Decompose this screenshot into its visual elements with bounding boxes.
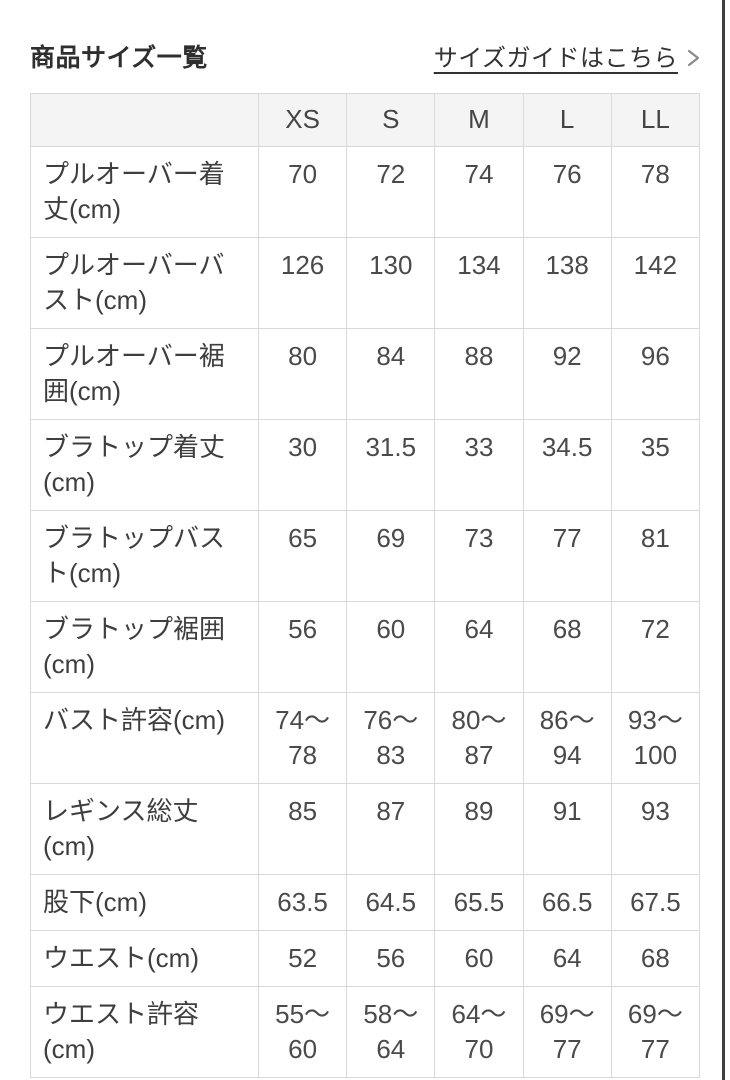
size-value-cell: 126 bbox=[257, 237, 348, 329]
size-value-cell: 64.5 bbox=[346, 874, 436, 931]
size-value-cell: 96 bbox=[610, 328, 701, 420]
size-value-cell: 138 bbox=[522, 237, 612, 329]
measurement-label: プルオーバー裾囲(cm) bbox=[30, 328, 259, 420]
size-value-cell: 64〜 70 bbox=[434, 986, 524, 1078]
size-value-cell: 89 bbox=[434, 783, 524, 875]
size-value-cell: 55〜 60 bbox=[257, 986, 348, 1078]
measurement-label: ウエスト許容(cm) bbox=[30, 986, 259, 1078]
size-value-cell: 91 bbox=[522, 783, 612, 875]
size-value-cell: 81 bbox=[610, 510, 701, 602]
table-row: ウエスト許容(cm) 55〜 60 58〜 64 64〜 70 69〜 77 69〜 77 bbox=[30, 986, 701, 1078]
size-value-cell: 80〜 87 bbox=[434, 692, 524, 784]
measurement-label: ブラトップ着丈(cm) bbox=[30, 419, 259, 511]
size-value-cell: 69〜 77 bbox=[610, 986, 701, 1078]
size-value-cell: 86〜 94 bbox=[522, 692, 612, 784]
measurement-label: プルオーバーバスト(cm) bbox=[30, 237, 259, 329]
size-value-cell: 52 bbox=[257, 930, 348, 987]
size-value-cell: 31.5 bbox=[346, 419, 436, 511]
empty-corner-cell bbox=[30, 93, 259, 147]
size-value-cell: 69〜 77 bbox=[522, 986, 612, 1078]
size-column-header: S bbox=[346, 93, 436, 147]
table-row: ウエスト(cm) 52 56 60 64 68 bbox=[30, 930, 701, 987]
measurement-label: レギンス総丈(cm) bbox=[30, 783, 259, 875]
chevron-right-icon bbox=[687, 43, 700, 69]
size-value-cell: 77 bbox=[522, 510, 612, 602]
size-table: XS S M L LL プルオーバー着丈(cm) 70 72 74 76 78 プルオーバーバスト(… bbox=[30, 93, 701, 1078]
size-value-cell: 64 bbox=[434, 601, 524, 693]
size-value-cell: 92 bbox=[522, 328, 612, 420]
table-row: レギンス総丈(cm) 85 87 89 91 93 bbox=[30, 783, 701, 875]
size-value-cell: 80 bbox=[257, 328, 348, 420]
size-value-cell: 64 bbox=[522, 930, 612, 987]
size-value-cell: 84 bbox=[346, 328, 436, 420]
size-value-cell: 35 bbox=[610, 419, 701, 511]
measurement-label: プルオーバー着丈(cm) bbox=[30, 146, 259, 238]
size-value-cell: 72 bbox=[610, 601, 701, 693]
size-column-header: LL bbox=[610, 93, 701, 147]
size-value-cell: 130 bbox=[346, 237, 436, 329]
table-row: ブラトップ裾囲(cm) 56 60 64 68 72 bbox=[30, 601, 701, 693]
size-value-cell: 93〜 100 bbox=[610, 692, 701, 784]
table-row: プルオーバーバスト(cm) 126 130 134 138 142 bbox=[30, 237, 701, 329]
size-value-cell: 68 bbox=[610, 930, 701, 987]
size-value-cell: 69 bbox=[346, 510, 436, 602]
size-value-cell: 30 bbox=[257, 419, 348, 511]
page-title: 商品サイズ一覧 bbox=[30, 44, 208, 72]
size-column-header: L bbox=[522, 93, 612, 147]
size-value-cell: 72 bbox=[346, 146, 436, 238]
size-value-cell: 33 bbox=[434, 419, 524, 511]
screen-edge-line bbox=[722, 0, 725, 1080]
size-value-cell: 73 bbox=[434, 510, 524, 602]
measurement-label: ブラトップ裾囲(cm) bbox=[30, 601, 259, 693]
measurement-label: ブラトップバスト(cm) bbox=[30, 510, 259, 602]
table-row: ブラトップ着丈(cm) 30 31.5 33 34.5 35 bbox=[30, 419, 701, 511]
size-value-cell: 60 bbox=[346, 601, 436, 693]
size-value-cell: 70 bbox=[257, 146, 348, 238]
size-guide-link[interactable]: サイズガイドはこちら bbox=[434, 38, 700, 73]
size-value-cell: 87 bbox=[346, 783, 436, 875]
size-value-cell: 56 bbox=[257, 601, 348, 693]
size-value-cell: 76〜 83 bbox=[346, 692, 436, 784]
size-value-cell: 60 bbox=[434, 930, 524, 987]
table-row: バスト許容(cm) 74〜 78 76〜 83 80〜 87 86〜 94 93〜 100 bbox=[30, 692, 701, 784]
table-row: プルオーバー着丈(cm) 70 72 74 76 78 bbox=[30, 146, 701, 238]
size-value-cell: 68 bbox=[522, 601, 612, 693]
size-value-cell: 58〜 64 bbox=[346, 986, 436, 1078]
size-value-cell: 93 bbox=[610, 783, 701, 875]
size-value-cell: 34.5 bbox=[522, 419, 612, 511]
measurement-label: 股下(cm) bbox=[30, 874, 259, 931]
table-row: 股下(cm) 63.5 64.5 65.5 66.5 67.5 bbox=[30, 874, 701, 931]
size-value-cell: 66.5 bbox=[522, 874, 612, 931]
table-row: プルオーバー裾囲(cm) 80 84 88 92 96 bbox=[30, 328, 701, 420]
measurement-label: ウエスト(cm) bbox=[30, 930, 259, 987]
size-value-cell: 65 bbox=[257, 510, 348, 602]
size-value-cell: 134 bbox=[434, 237, 524, 329]
size-value-cell: 65.5 bbox=[434, 874, 524, 931]
size-value-cell: 74 bbox=[434, 146, 524, 238]
size-value-cell: 85 bbox=[257, 783, 348, 875]
size-table-head-row: XS S M L LL bbox=[30, 93, 701, 147]
size-value-cell: 78 bbox=[610, 146, 701, 238]
size-column-header: XS bbox=[257, 93, 348, 147]
table-row: ブラトップバスト(cm) 65 69 73 77 81 bbox=[30, 510, 701, 602]
size-value-cell: 63.5 bbox=[257, 874, 348, 931]
section-header: 商品サイズ一覧 サイズガイドはこちら bbox=[30, 38, 700, 74]
size-value-cell: 76 bbox=[522, 146, 612, 238]
size-column-header: M bbox=[434, 93, 524, 147]
size-value-cell: 56 bbox=[346, 930, 436, 987]
size-value-cell: 142 bbox=[610, 237, 701, 329]
measurement-label: バスト許容(cm) bbox=[30, 692, 259, 784]
size-value-cell: 67.5 bbox=[610, 874, 701, 931]
size-value-cell: 74〜 78 bbox=[257, 692, 348, 784]
size-value-cell: 88 bbox=[434, 328, 524, 420]
size-guide-link-label: サイズガイドはこちら bbox=[433, 45, 678, 72]
